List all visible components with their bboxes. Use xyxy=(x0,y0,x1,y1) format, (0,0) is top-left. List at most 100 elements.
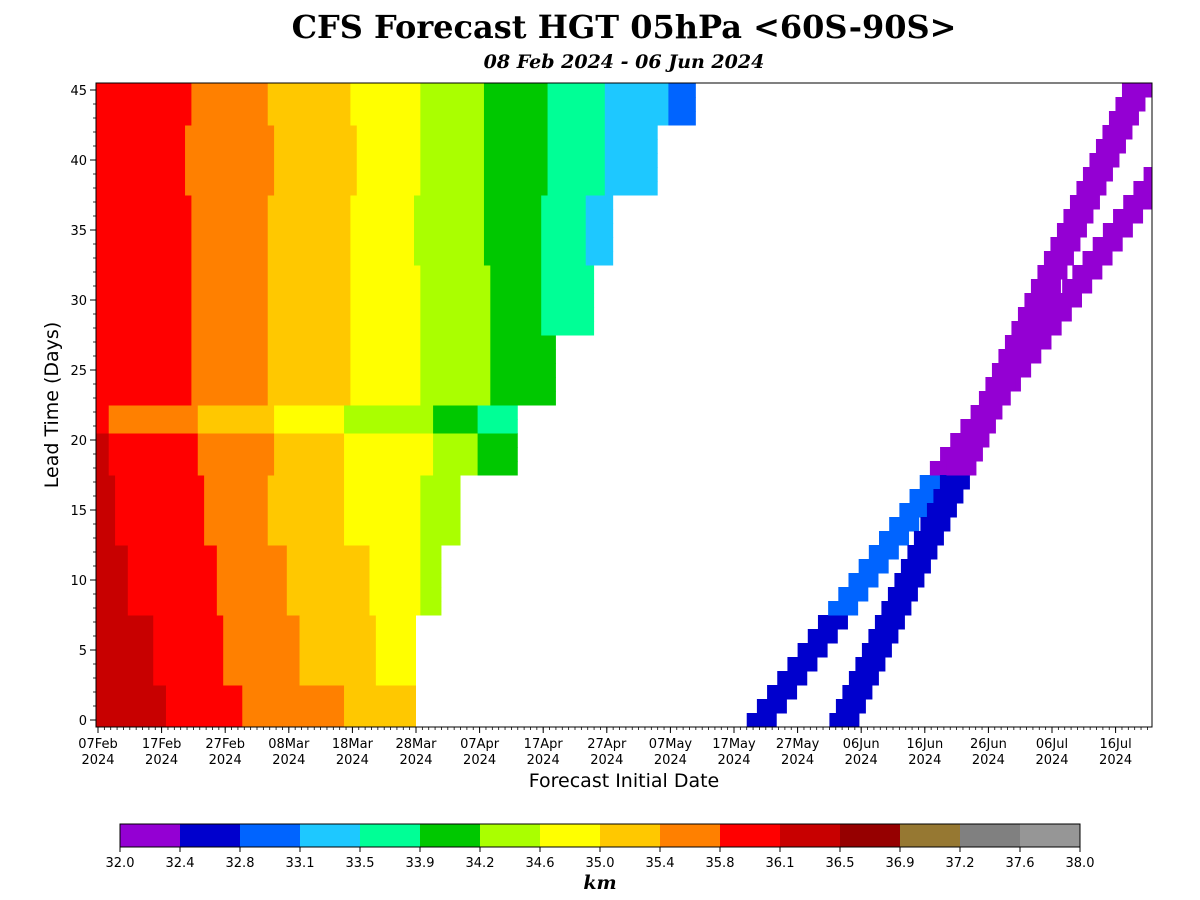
heatmap-band xyxy=(115,531,207,546)
y-axis-label: Lead Time (Days) xyxy=(41,322,63,488)
heatmap-stripe-cell xyxy=(842,685,873,700)
x-tick-year: 2024 xyxy=(1099,753,1132,768)
heatmap-stripe-cell xyxy=(829,713,860,728)
heatmap-stripe-cell xyxy=(1095,139,1126,154)
heatmap-band xyxy=(541,195,588,210)
heatmap-band xyxy=(477,447,518,462)
heatmap-band xyxy=(96,349,194,364)
heatmap-band xyxy=(96,545,130,560)
heatmap-band xyxy=(96,629,156,644)
heatmap-band xyxy=(356,139,423,154)
heatmap-band xyxy=(420,503,461,518)
heatmap-band xyxy=(185,125,277,140)
heatmap-band xyxy=(477,461,518,476)
heatmap-band xyxy=(96,83,194,98)
heatmap-band xyxy=(585,223,614,238)
colorbar-tick-label: 35.8 xyxy=(706,856,735,871)
colorbar-swatch xyxy=(180,824,241,847)
heatmap-band xyxy=(420,307,493,322)
heatmap-stripe-cell xyxy=(998,349,1029,364)
heatmap-band xyxy=(197,447,277,462)
heatmap-band xyxy=(267,475,347,490)
heatmap-stripe-cell xyxy=(889,517,920,532)
colorbar-tick-label: 38.0 xyxy=(1066,856,1095,871)
heatmap-band xyxy=(197,405,277,420)
heatmap-band xyxy=(267,223,353,238)
x-tick-label: 16Jun xyxy=(906,737,943,752)
heatmap-stripe-cell xyxy=(848,671,879,686)
heatmap-stripe-cell xyxy=(913,531,944,546)
heatmap-band xyxy=(541,321,595,336)
heatmap-stripe-cell xyxy=(746,713,777,728)
heatmap-band xyxy=(483,83,550,98)
heatmap-band xyxy=(344,461,436,476)
heatmap-band xyxy=(477,419,518,434)
heatmap-band xyxy=(191,349,270,364)
heatmap-stripe-cell xyxy=(1092,237,1123,252)
heatmap-band xyxy=(286,573,372,588)
heatmap-band xyxy=(344,699,416,714)
heatmap-band xyxy=(267,279,353,294)
heatmap-band xyxy=(216,573,289,588)
x-tick-label: 08Mar xyxy=(268,737,310,752)
x-tick-label: 07May xyxy=(649,737,693,752)
heatmap-band xyxy=(477,433,518,448)
y-tick-label: 30 xyxy=(70,294,87,309)
y-tick-label: 35 xyxy=(70,224,87,239)
heatmap-stripe-cell xyxy=(946,461,977,476)
heatmap-band xyxy=(541,251,588,266)
heatmap-band xyxy=(286,587,372,602)
heatmap-band xyxy=(267,363,353,378)
heatmap-band xyxy=(668,111,696,126)
heatmap-band xyxy=(420,265,493,280)
heatmap-band xyxy=(433,419,480,434)
heatmap-band xyxy=(414,223,486,238)
heatmap-band xyxy=(668,97,696,112)
heatmap-band xyxy=(267,251,353,266)
heatmap-stripe-cell xyxy=(874,615,905,630)
heatmap-band xyxy=(490,307,544,322)
heatmap-band xyxy=(96,699,168,714)
heatmap-band xyxy=(274,447,347,462)
heatmap-stripe-cell xyxy=(1102,223,1133,238)
heatmap-band xyxy=(165,699,245,714)
heatmap-band xyxy=(547,181,607,196)
heatmap-band xyxy=(477,405,518,420)
heatmap-band xyxy=(153,671,226,686)
heatmap-band xyxy=(165,685,245,700)
heatmap-band xyxy=(369,545,423,560)
heatmap-stripe-cell xyxy=(1072,265,1103,280)
heatmap-band xyxy=(153,657,226,672)
x-tick-year: 2024 xyxy=(527,753,560,768)
heatmap-band xyxy=(356,181,423,196)
heatmap-stripe-cell xyxy=(1056,223,1087,238)
heatmap-band xyxy=(96,461,111,476)
heatmap-band xyxy=(274,153,359,168)
heatmap-band xyxy=(267,517,347,532)
heatmap-band xyxy=(350,321,423,336)
heatmap-band xyxy=(420,139,486,154)
heatmap-band xyxy=(604,181,658,196)
heatmap-band xyxy=(350,83,423,98)
heatmap-band xyxy=(433,461,480,476)
heatmap-band xyxy=(299,657,378,672)
colorbar-tick-label: 34.2 xyxy=(466,856,495,871)
heatmap-band xyxy=(96,559,130,574)
heatmap-band xyxy=(191,83,270,98)
heatmap-band xyxy=(420,545,442,560)
heatmap-band xyxy=(191,209,270,224)
heatmap-stripe-cell xyxy=(1133,181,1152,196)
heatmap-band xyxy=(267,349,353,364)
heatmap-band xyxy=(344,475,423,490)
x-tick-year: 2024 xyxy=(654,753,687,768)
heatmap-band xyxy=(420,517,461,532)
heatmap-band xyxy=(267,195,353,210)
heatmap-band xyxy=(204,531,270,546)
heatmap-band xyxy=(483,111,550,126)
heatmap-band xyxy=(197,461,277,476)
heatmap-band xyxy=(96,517,118,532)
heatmap-stripe-cell xyxy=(965,419,996,434)
x-tick-year: 2024 xyxy=(145,753,178,768)
heatmap-stripe-cell xyxy=(1017,307,1048,322)
heatmap-band xyxy=(350,293,423,308)
